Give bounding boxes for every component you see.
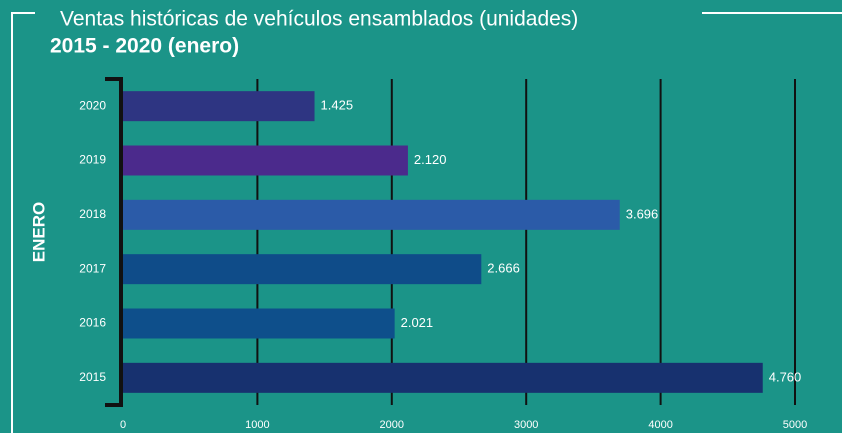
- y-tick-label: 2019: [79, 153, 106, 167]
- x-tick-label: 2000: [380, 419, 404, 431]
- bar: [123, 362, 763, 393]
- value-label: 4.760: [769, 369, 802, 384]
- value-label: 3.696: [626, 206, 659, 221]
- y-tick-label: 2015: [79, 370, 106, 384]
- bar: [123, 145, 408, 176]
- y-tick-label: 2020: [79, 98, 106, 112]
- value-label: 2.666: [487, 261, 520, 276]
- bar: [123, 199, 620, 230]
- bar: [123, 254, 482, 285]
- frame-left: [11, 12, 35, 433]
- bar: [123, 91, 315, 122]
- x-tick-label: 3000: [514, 419, 538, 431]
- value-label: 2.120: [414, 152, 447, 167]
- chart-subtitle: 2015 - 2020 (enero): [50, 35, 239, 58]
- y-axis-label: ENERO: [29, 202, 48, 262]
- x-tick-label: 5000: [783, 419, 807, 431]
- y-tick-label: 2016: [79, 316, 106, 330]
- x-tick-label: 1000: [245, 419, 269, 431]
- frame: [11, 12, 842, 433]
- value-label: 2.021: [401, 315, 434, 330]
- value-label: 1.425: [321, 98, 354, 113]
- y-tick-label: 2018: [79, 207, 106, 221]
- chart-title: Ventas históricas de vehículos ensamblad…: [60, 8, 578, 31]
- x-tick-label: 4000: [648, 419, 672, 431]
- x-tick-label: 0: [120, 419, 126, 431]
- bar: [123, 308, 395, 339]
- y-axis-bracket: [105, 77, 123, 407]
- y-tick-label: 2017: [79, 261, 106, 275]
